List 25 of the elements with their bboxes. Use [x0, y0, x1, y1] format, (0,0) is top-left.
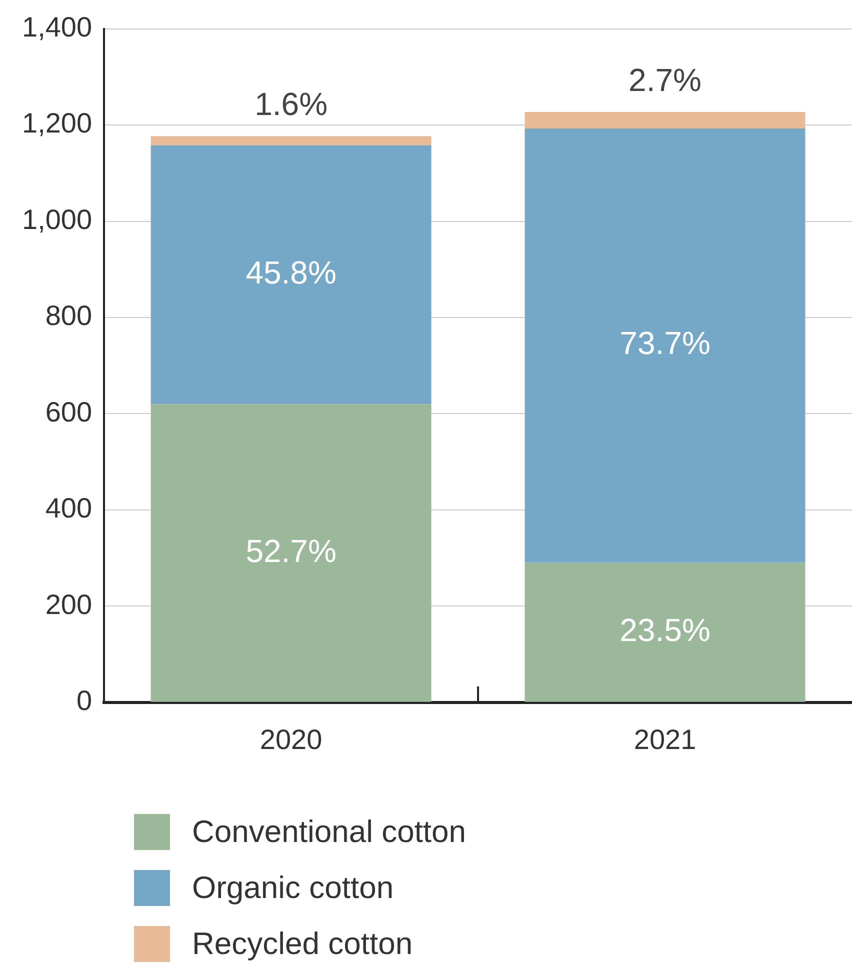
- x-tick-label: 2020: [260, 724, 322, 755]
- bar: [150, 136, 432, 146]
- bar: [150, 145, 432, 404]
- bar: [150, 404, 432, 702]
- y-tick-label: 200: [45, 588, 92, 620]
- y-tick-label: 800: [45, 300, 92, 332]
- bar: [524, 112, 806, 128]
- legend-label: Recycled cotton: [192, 926, 413, 962]
- y-tick-label: 0: [76, 685, 92, 716]
- y-tick-label: 600: [45, 396, 92, 428]
- annotation: 2.7%: [628, 62, 702, 98]
- bar: [524, 562, 806, 702]
- annotation: 73.7%: [620, 325, 710, 362]
- legend-label: Organic cotton: [192, 870, 394, 906]
- y-tick-label: 1,000: [22, 204, 92, 235]
- annotation: 1.6%: [254, 86, 328, 122]
- y-tick-label: 1,400: [22, 12, 92, 43]
- x-tick-label: 2021: [634, 724, 696, 755]
- bar: [524, 128, 806, 562]
- annotation: 52.7%: [246, 532, 336, 569]
- annotation: 23.5%: [620, 612, 710, 648]
- y-tick-label: 1,200: [22, 108, 92, 139]
- y-tick-label: 400: [45, 492, 92, 524]
- annotation: 45.8%: [246, 254, 336, 290]
- legend-label: Conventional cotton: [192, 814, 466, 850]
